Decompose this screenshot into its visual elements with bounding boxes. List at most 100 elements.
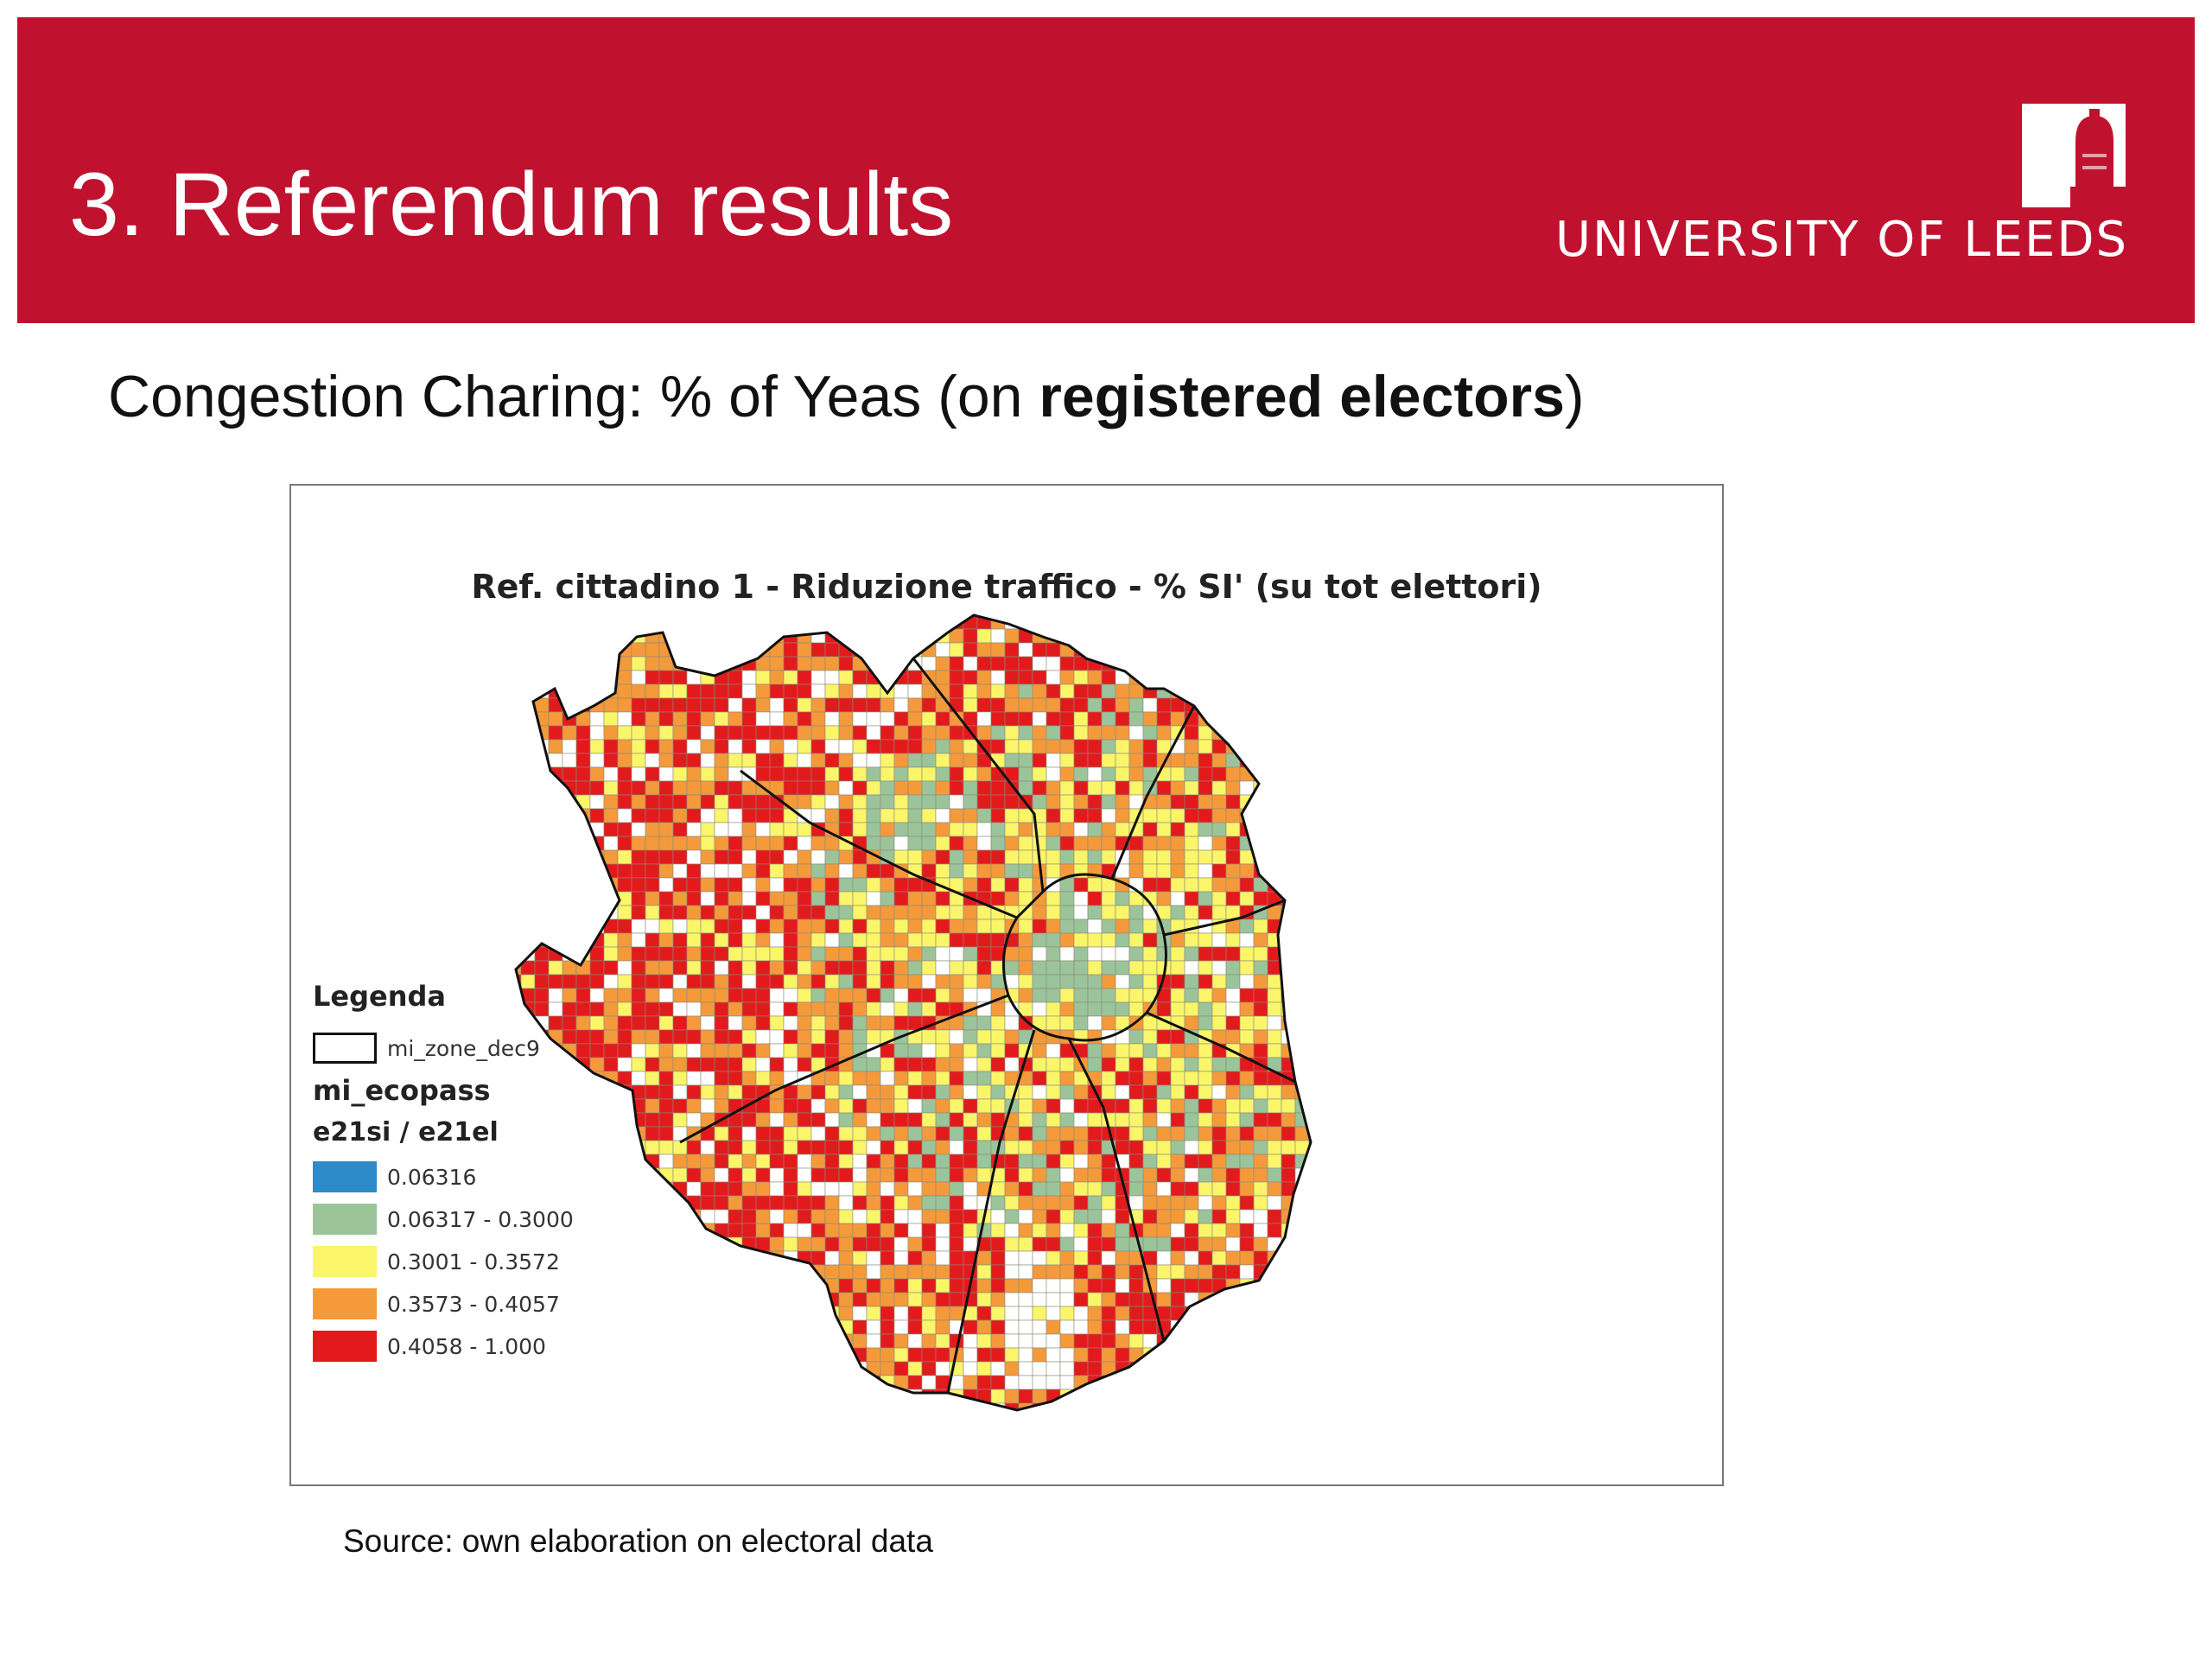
map-section-cell — [1101, 1223, 1116, 1238]
map-section-cell — [1156, 670, 1172, 685]
map-section-cell — [1087, 739, 1103, 754]
map-section-cell — [921, 780, 937, 796]
map-section-cell — [741, 1071, 757, 1086]
map-section-cell — [921, 1209, 937, 1224]
map-section-cell — [1032, 683, 1047, 699]
map-section-cell — [866, 946, 881, 962]
map-section-cell — [548, 808, 563, 823]
map-section-cell — [921, 1071, 937, 1086]
map-section-cell — [1225, 836, 1241, 851]
map-section-cell — [631, 1167, 646, 1183]
map-section-cell — [907, 1361, 923, 1376]
map-section-cell — [1018, 849, 1033, 865]
map-section-cell — [880, 1306, 895, 1321]
map-section-cell — [963, 849, 978, 865]
map-section-cell — [700, 1347, 715, 1363]
map-section-cell — [1308, 683, 1311, 699]
map-section-cell — [921, 1098, 937, 1114]
map-section-cell — [1170, 1057, 1185, 1072]
map-section-cell — [672, 960, 688, 976]
map-section-cell — [1156, 1195, 1172, 1211]
map-section-cell — [797, 960, 812, 976]
map-section-cell — [1087, 974, 1103, 989]
map-section-cell — [963, 1084, 978, 1100]
map-section-cell — [562, 656, 577, 671]
map-section-cell — [976, 974, 992, 989]
map-section-cell — [1308, 1306, 1311, 1321]
map-section-cell — [1128, 974, 1144, 989]
map-section-cell — [548, 891, 563, 906]
map-section-cell — [1046, 808, 1061, 823]
map-section-cell — [935, 1223, 950, 1238]
map-section-cell — [852, 1181, 868, 1197]
map-section-cell — [755, 1140, 771, 1155]
map-section-cell — [645, 1112, 660, 1128]
map-section-cell — [686, 1361, 702, 1376]
map-section-cell — [1170, 1098, 1185, 1114]
map-section-cell — [1253, 1319, 1268, 1335]
map-section-cell — [921, 1306, 937, 1321]
map-section-cell — [1101, 822, 1116, 837]
map-section-cell — [838, 1278, 854, 1294]
map-section-cell — [1156, 697, 1172, 713]
map-section-cell — [1198, 960, 1213, 976]
map-section-cell — [1128, 697, 1144, 713]
map-section-cell — [949, 1223, 964, 1238]
map-section-cell — [1018, 1112, 1033, 1128]
map-section-cell — [741, 1154, 757, 1169]
map-section-cell — [1281, 960, 1296, 976]
map-section-cell — [1018, 642, 1033, 658]
map-section-cell — [824, 1126, 840, 1141]
map-section-cell — [1116, 1417, 1129, 1431]
map-section-cell — [728, 877, 743, 893]
map-section-cell — [1101, 1001, 1116, 1017]
map-section-cell — [990, 836, 1006, 851]
map-section-cell — [1059, 628, 1075, 644]
map-section-cell — [976, 697, 992, 713]
map-section-cell — [700, 1195, 715, 1211]
map-section-cell — [741, 1361, 757, 1376]
map-section-cell — [1032, 1264, 1047, 1280]
map-section-cell — [714, 974, 729, 989]
map-section-cell — [935, 822, 950, 837]
map-section-cell — [1281, 1112, 1296, 1128]
map-section-cell — [1059, 1167, 1075, 1183]
map-section-cell — [1115, 1236, 1130, 1252]
map-section-cell — [1087, 1015, 1103, 1031]
map-section-cell — [1253, 1084, 1268, 1100]
map-section-cell — [1073, 739, 1089, 754]
map-section-cell — [1087, 725, 1103, 741]
map-section-cell — [866, 932, 881, 948]
map-section-cell — [824, 1319, 840, 1335]
map-section-cell — [783, 1209, 798, 1224]
map-section-cell — [838, 863, 854, 879]
map-fill-layer — [516, 615, 1311, 1431]
map-section-cell — [603, 1236, 619, 1252]
map-section-cell — [755, 711, 771, 727]
map-section-cell — [1198, 794, 1213, 810]
map-section-cell — [686, 1167, 702, 1183]
map-section-cell — [824, 863, 840, 879]
map-section-cell — [921, 725, 937, 741]
map-section-cell — [1032, 1140, 1047, 1155]
map-section-cell — [575, 683, 591, 699]
map-section-cell — [810, 780, 826, 796]
map-section-cell — [755, 1167, 771, 1183]
map-section-cell — [1198, 849, 1213, 865]
map-section-cell — [741, 670, 757, 685]
map-section-cell — [1211, 1209, 1227, 1224]
map-section-cell — [1184, 822, 1199, 837]
map-section-cell — [1018, 946, 1033, 962]
map-section-cell — [1115, 1098, 1130, 1114]
map-section-cell — [990, 739, 1006, 754]
map-section-cell — [1225, 780, 1241, 796]
map-section-cell — [893, 1319, 909, 1335]
map-section-cell — [1184, 836, 1199, 851]
map-section-cell — [1073, 1223, 1089, 1238]
map-section-cell — [520, 656, 536, 671]
map-section-cell — [949, 1126, 964, 1141]
map-section-cell — [589, 628, 605, 644]
map-section-cell — [1239, 1209, 1255, 1224]
map-section-cell — [658, 1154, 674, 1169]
map-section-cell — [715, 1417, 728, 1431]
